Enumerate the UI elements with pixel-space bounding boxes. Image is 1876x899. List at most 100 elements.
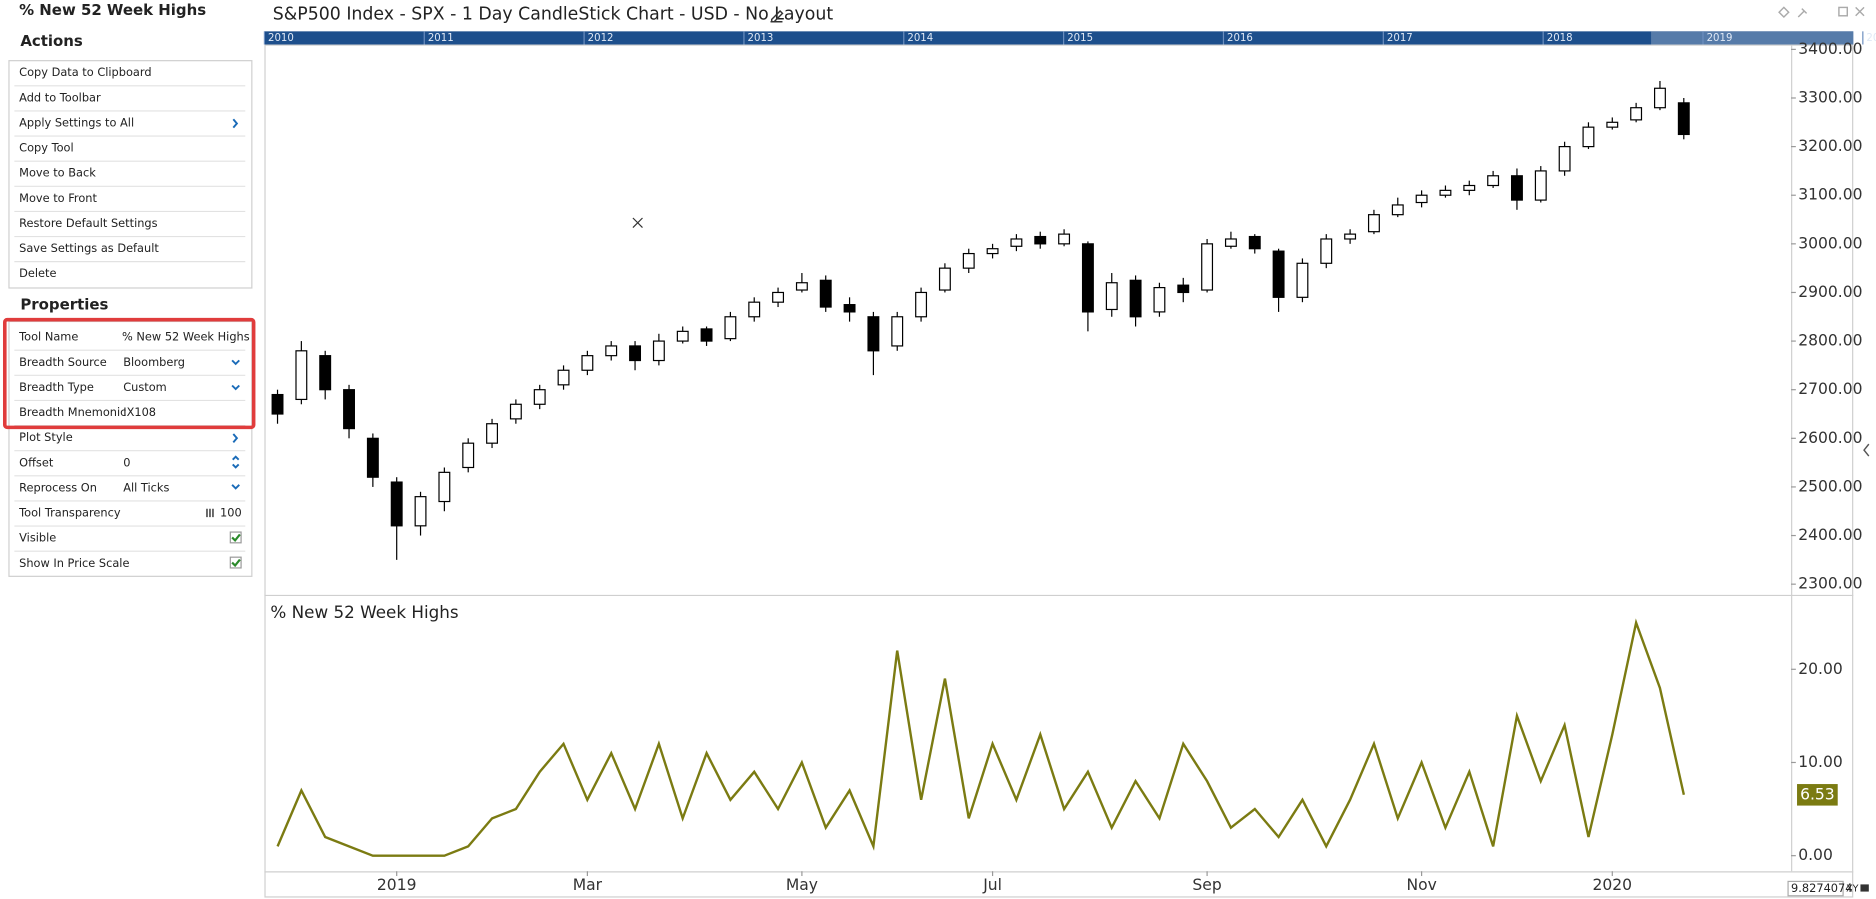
checkbox[interactable] (229, 556, 242, 569)
x-tick-label: 2020 (1593, 876, 1633, 894)
candle-body (700, 328, 713, 342)
chart-frame (264, 44, 1854, 898)
y-tick-label: 2700.00 (1798, 380, 1862, 398)
y-tick-label: 3400.00 (1798, 40, 1862, 58)
candle-body (1344, 233, 1357, 240)
navigator-label: 2012 (588, 33, 614, 44)
edit-icon[interactable] (770, 9, 784, 23)
property-value[interactable]: All Ticks (123, 480, 169, 494)
y-tick-label: 2900.00 (1798, 283, 1862, 301)
action-item[interactable]: Move to Back (19, 166, 96, 180)
candle-body (1677, 102, 1690, 136)
x-tick-label: Nov (1406, 876, 1436, 894)
property-value[interactable]: 0 (123, 455, 130, 469)
navigator-window[interactable] (1651, 31, 1854, 45)
action-item[interactable]: Apply Settings to All (19, 115, 134, 129)
candle-body (581, 355, 594, 371)
candle-body (1248, 235, 1261, 250)
cursor (632, 217, 643, 228)
property-name: Offset (19, 455, 54, 469)
navigator (264, 31, 1854, 45)
candle-body (462, 442, 475, 469)
candle-body (1129, 279, 1142, 318)
candle-body (486, 423, 499, 444)
y-tick-label: 0.00 (1798, 846, 1833, 864)
candle-body (724, 316, 737, 340)
candle-body (1463, 184, 1476, 191)
candle-body (676, 330, 689, 342)
candle-body (366, 437, 379, 478)
navigator-label: 2016 (1227, 33, 1253, 44)
lock-icon[interactable] (1860, 884, 1869, 892)
y-tick-label: 2600.00 (1798, 429, 1862, 447)
navigator-label: 2010 (268, 33, 294, 44)
chart-header: S&P500 Index - SPX - 1 Day CandleStick C… (273, 5, 834, 25)
navigator-label: 2011 (428, 33, 454, 44)
xy-button[interactable]: XY (1846, 884, 1859, 895)
candle-body (1010, 238, 1023, 247)
candle-body (819, 279, 832, 308)
navigator-label: 2013 (748, 33, 774, 44)
candle-body (1558, 146, 1571, 172)
property-value[interactable]: IX108 (123, 405, 156, 419)
candle-body (1534, 170, 1547, 201)
x-tick-label: 2019 (377, 876, 417, 894)
candle-body (1081, 243, 1094, 313)
indicator-line (276, 618, 1686, 857)
action-item[interactable]: Save Settings as Default (19, 241, 159, 255)
candle-body (1177, 284, 1190, 294)
candle-body (1105, 282, 1118, 311)
candle-body (795, 282, 808, 291)
candle-body (1153, 287, 1166, 313)
x-tick-label: Sep (1192, 876, 1221, 894)
action-item[interactable]: Restore Default Settings (19, 216, 158, 230)
transparency-icon (206, 508, 214, 518)
candle-body (343, 389, 355, 430)
property-name: Breadth Mnemonic (19, 405, 126, 419)
indicator-title: % New 52 Week Highs (270, 602, 458, 622)
candle-body (533, 389, 546, 405)
window-buttons[interactable] (1778, 6, 1865, 19)
candle-body (772, 291, 785, 303)
action-item[interactable]: Add to Toolbar (19, 90, 101, 104)
property-value[interactable]: Bloomberg (123, 355, 185, 369)
property-value[interactable]: 100 (220, 506, 242, 520)
x-tick-label: Mar (573, 876, 603, 894)
candle-body (1415, 194, 1428, 204)
action-item[interactable]: Copy Data to Clipboard (19, 65, 151, 79)
candle-body (867, 316, 880, 352)
candle-body (390, 481, 403, 527)
y-tick-label: 20.00 (1798, 660, 1843, 678)
y-tick-label: 2800.00 (1798, 332, 1862, 350)
x-tick-label: Jul (982, 876, 1002, 894)
action-item[interactable]: Copy Tool (19, 141, 74, 155)
candle-body (1367, 214, 1380, 233)
checkbox[interactable] (229, 531, 242, 544)
y-tick-label: 2400.00 (1798, 526, 1862, 544)
candle-body (438, 471, 451, 503)
candle-body (629, 345, 642, 362)
collapse-handle[interactable] (1863, 443, 1870, 457)
candle-body (1510, 175, 1523, 201)
properties-box (8, 320, 253, 577)
candle-body (1439, 189, 1452, 196)
property-name: Show In Price Scale (19, 556, 129, 570)
candle-body (1058, 233, 1071, 245)
action-item[interactable]: Delete (19, 266, 56, 280)
candle-body (1034, 235, 1047, 245)
property-value[interactable]: % New 52 Week Highs (122, 330, 250, 344)
candle-body (1201, 243, 1214, 291)
candle-body (1606, 121, 1619, 128)
property-name: Visible (19, 531, 56, 545)
x-tick-label: May (786, 876, 818, 894)
navigator-label: 2019 (1707, 33, 1733, 44)
candle-body (319, 355, 332, 391)
candle-body (1320, 238, 1333, 264)
candle-body (962, 252, 975, 269)
candle-body (843, 304, 856, 313)
action-item[interactable]: Move to Front (19, 191, 97, 205)
section-heading: Properties (20, 295, 108, 313)
property-value[interactable]: Custom (123, 380, 167, 394)
